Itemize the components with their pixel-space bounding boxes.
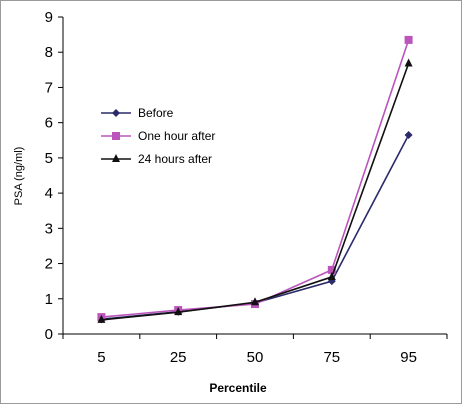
square-marker bbox=[404, 35, 413, 44]
y-tick-label: 8 bbox=[45, 44, 53, 61]
triangle-marker bbox=[174, 307, 183, 316]
square-marker bbox=[327, 265, 336, 274]
y-tick-label: 0 bbox=[45, 326, 53, 343]
y-axis-title: PSA (ng/ml) bbox=[13, 147, 25, 206]
x-ticks: 5 25 50 75 95 bbox=[62, 334, 448, 366]
series-line bbox=[101, 63, 410, 321]
legend-label: One hour after bbox=[138, 129, 215, 143]
triangle-marker bbox=[112, 154, 120, 162]
y-tick-label: 5 bbox=[45, 150, 53, 167]
x-tick-label: 5 bbox=[97, 349, 105, 366]
legend-item: One hour after bbox=[101, 129, 215, 143]
diamond-marker bbox=[112, 109, 120, 117]
x-tick-label: 25 bbox=[170, 349, 187, 366]
legend-item: 24 hours after bbox=[101, 152, 212, 166]
y-tick-label: 7 bbox=[45, 79, 53, 96]
x-tick-label: 95 bbox=[400, 349, 417, 366]
y-tick-label: 1 bbox=[45, 291, 53, 308]
series-3 bbox=[97, 58, 413, 323]
y-tick-label: 4 bbox=[45, 185, 53, 202]
y-tick-label: 3 bbox=[45, 220, 53, 237]
y-tick-label: 6 bbox=[45, 115, 53, 132]
y-tick-label: 9 bbox=[45, 9, 53, 26]
axes bbox=[62, 17, 447, 335]
triangle-marker bbox=[327, 271, 336, 280]
triangle-marker bbox=[251, 297, 259, 306]
legend: Before One hour after 24 hours after bbox=[101, 106, 215, 166]
series-2 bbox=[97, 35, 413, 322]
legend-item: Before bbox=[101, 106, 174, 120]
x-tick-label: 50 bbox=[247, 349, 264, 366]
legend-label: 24 hours after bbox=[138, 152, 212, 166]
triangle-marker bbox=[404, 58, 413, 67]
diamond-marker bbox=[404, 130, 413, 139]
legend-label: Before bbox=[138, 106, 174, 120]
square-marker bbox=[112, 132, 120, 140]
triangle-marker bbox=[97, 314, 106, 323]
x-axis-title: Percentile bbox=[209, 381, 267, 395]
y-tick-label: 2 bbox=[45, 256, 53, 273]
y-ticks: 0 1 2 3 4 5 6 7 8 9 bbox=[45, 9, 63, 343]
x-tick-label: 75 bbox=[323, 349, 340, 366]
series-group bbox=[97, 35, 413, 324]
series-line bbox=[101, 39, 410, 318]
